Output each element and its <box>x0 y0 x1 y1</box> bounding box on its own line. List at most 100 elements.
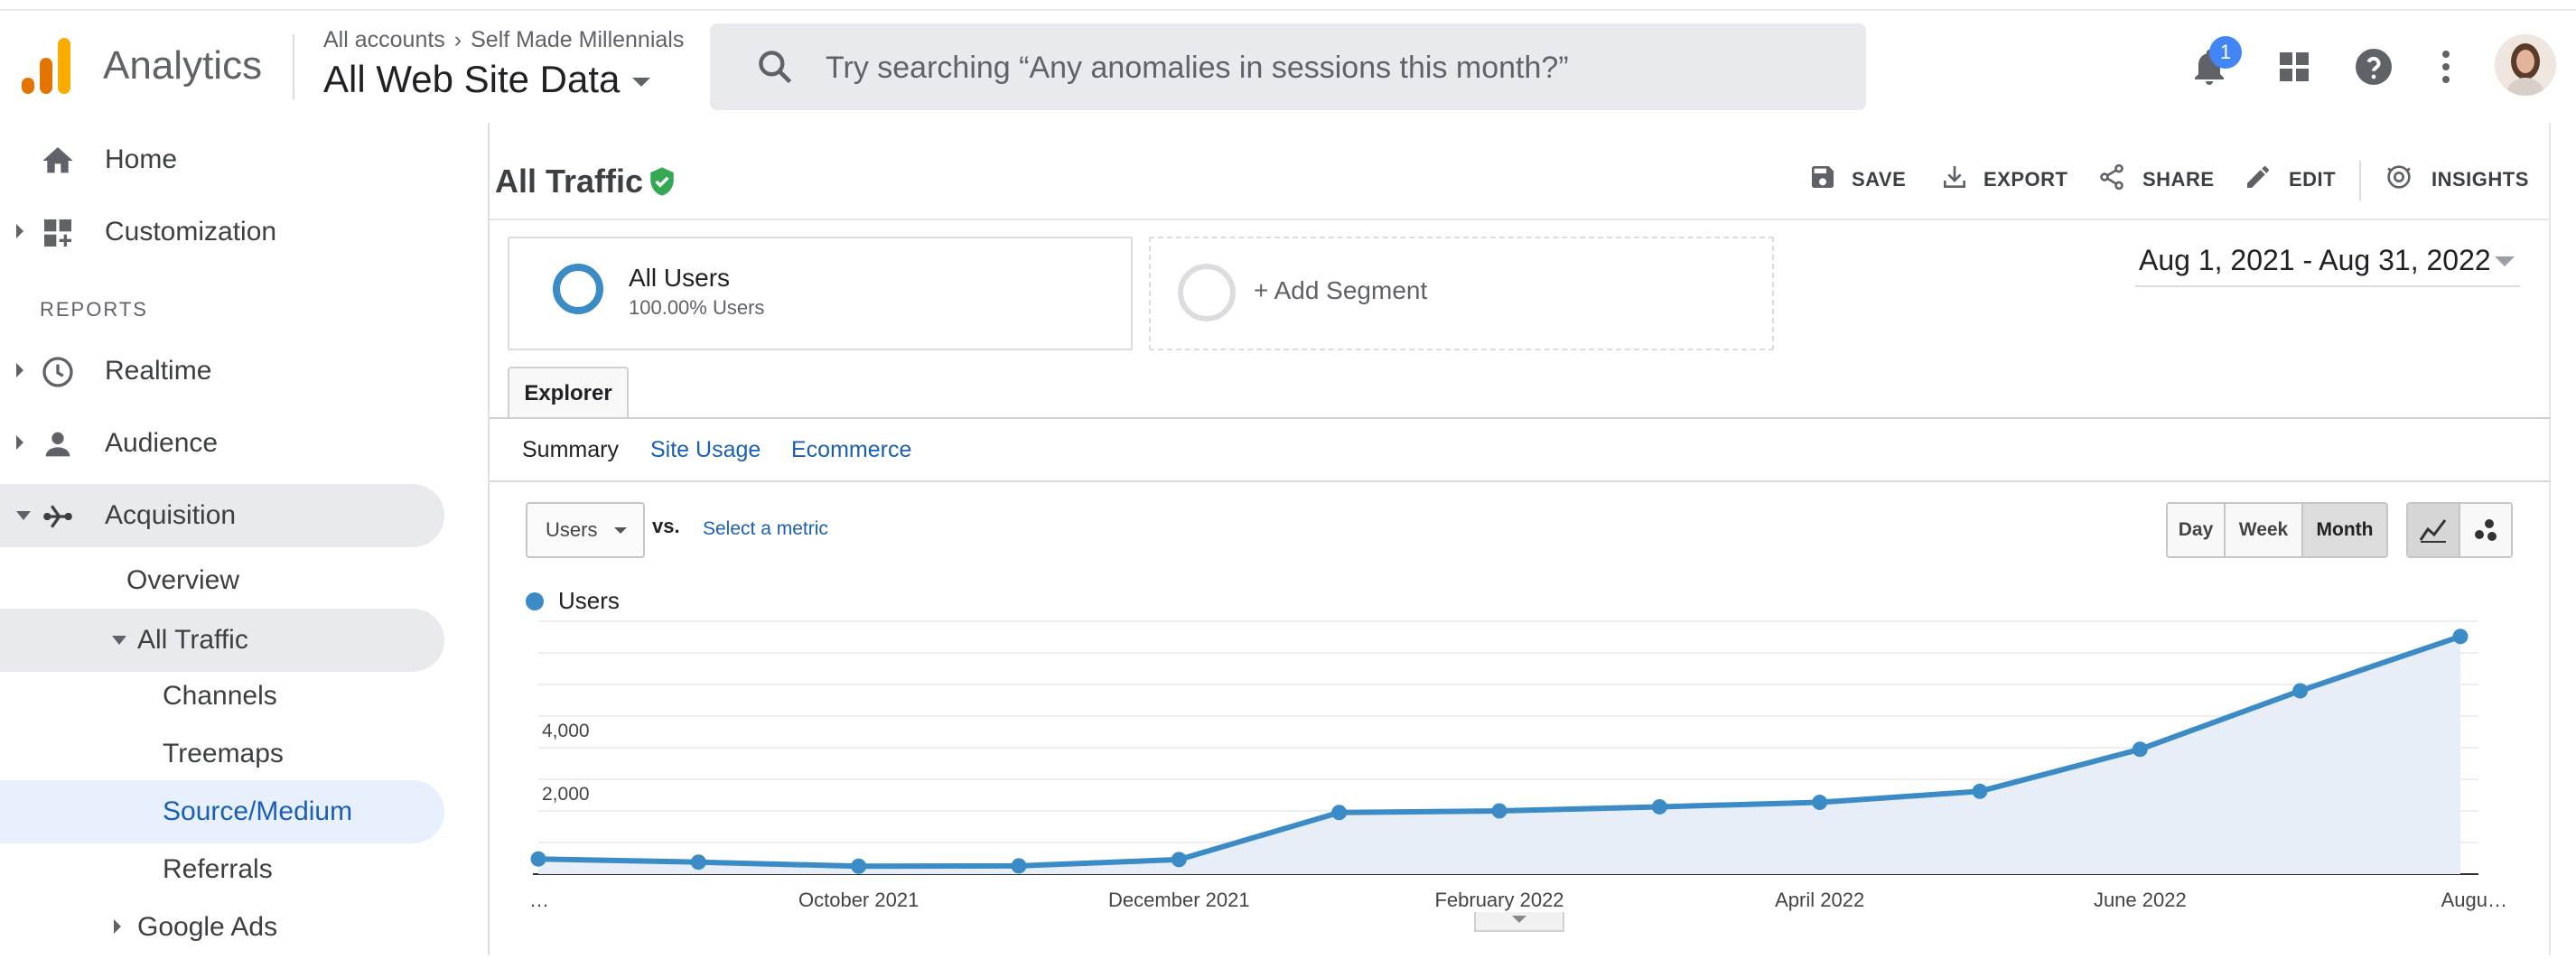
data-point <box>1812 795 1828 811</box>
sidebar-item-referrals[interactable]: Referrals <box>0 838 444 901</box>
sidebar-item-acquisition[interactable]: Acquisition <box>0 484 444 547</box>
sidebar-item-label: Treemaps <box>163 739 284 768</box>
breadcrumb[interactable]: All accounts › Self Made Millennials <box>323 27 684 53</box>
avatar[interactable] <box>2495 34 2556 96</box>
sidebar-item-channels[interactable]: Channels <box>0 665 444 728</box>
analytics-logo-icon[interactable] <box>22 36 72 96</box>
breadcrumb-property[interactable]: Self Made Millennials <box>471 27 685 52</box>
x-tick-label: … <box>529 889 549 911</box>
data-point <box>2452 628 2469 645</box>
export-button[interactable]: EXPORT <box>1940 166 2068 191</box>
export-label: EXPORT <box>1983 168 2068 191</box>
sidebar-item-home[interactable]: Home <box>0 128 444 191</box>
expand-arrow-icon <box>114 919 121 934</box>
month-button[interactable]: Month <box>2303 504 2386 556</box>
series-area <box>538 636 2460 874</box>
date-range-picker[interactable]: Aug 1, 2021 - Aug 31, 2022 <box>2135 244 2520 287</box>
data-point <box>1011 858 1027 874</box>
legend-label: Users <box>558 587 620 614</box>
avatar-image <box>2495 34 2556 96</box>
breadcrumb-account[interactable]: All accounts <box>323 27 445 52</box>
save-button[interactable]: SAVE <box>1808 166 1906 191</box>
edit-button[interactable]: EDIT <box>2244 166 2336 191</box>
caret-down-icon <box>614 527 627 534</box>
expand-arrow-icon <box>16 224 23 238</box>
share-button[interactable]: SHARE <box>2097 163 2215 191</box>
tabs-divider <box>490 417 2551 419</box>
sidebar-item-label: Channels <box>163 681 277 711</box>
help-icon[interactable] <box>2352 45 2395 88</box>
data-point <box>1491 803 1507 819</box>
segment-all-users[interactable]: All Users 100.00% Users <box>508 237 1133 350</box>
search-bar[interactable]: Try searching “Any anomalies in sessions… <box>710 23 1866 110</box>
subtabs-divider <box>490 480 2551 482</box>
data-point <box>690 854 706 871</box>
subtab-site-usage[interactable]: Site Usage <box>650 437 761 462</box>
sidebar-item-label: All Traffic <box>137 625 248 655</box>
sidebar-item-label: Audience <box>105 428 219 458</box>
sidebar-item-label: Overview <box>126 565 240 595</box>
select-metric-link[interactable]: Select a metric <box>703 518 828 539</box>
sidebar-item-label: Realtime <box>105 356 212 386</box>
data-point <box>2292 683 2309 699</box>
segment-ring-icon <box>553 264 603 314</box>
more-vert-icon[interactable] <box>2424 45 2468 88</box>
sidebar-item-label: Google Ads <box>137 912 278 942</box>
pencil-icon <box>2247 166 2269 188</box>
save-icon <box>1812 166 1834 188</box>
line-chart-icon <box>2419 519 2447 543</box>
top-strip <box>0 0 2576 11</box>
sidebar-item-overview[interactable]: Overview <box>0 549 444 612</box>
x-tick-label: December 2021 <box>1108 889 1250 911</box>
subtab-summary[interactable]: Summary <box>522 437 619 462</box>
acquisition-icon <box>43 505 72 528</box>
app-header: Analytics All accounts › Self Made Millenn… <box>0 11 2576 125</box>
add-segment-label: + Add Segment <box>1254 276 1428 304</box>
week-button[interactable]: Week <box>2226 504 2303 556</box>
data-point <box>1171 852 1187 868</box>
share-label: SHARE <box>2142 168 2215 191</box>
caret-down-icon <box>2495 256 2515 266</box>
add-segment-button[interactable]: + Add Segment <box>1149 237 1774 350</box>
day-button[interactable]: Day <box>2168 504 2226 556</box>
data-point <box>1651 798 1667 815</box>
sidebar-item-all-traffic[interactable]: All Traffic <box>0 609 444 672</box>
line-chart-button[interactable] <box>2408 504 2460 556</box>
x-tick-label: April 2022 <box>1775 889 1864 911</box>
insights-button[interactable]: INSIGHTS <box>2385 165 2529 191</box>
caret-down-icon <box>632 77 651 87</box>
sidebar-item-source-medium[interactable]: Source/Medium <box>0 780 444 843</box>
insights-icon <box>2387 165 2411 189</box>
header-separator <box>490 219 2551 220</box>
app-title: Analytics <box>103 43 263 88</box>
chart-expand-handle[interactable] <box>1474 912 1564 932</box>
collapse-arrow-icon <box>112 636 126 645</box>
chart-type-toggle <box>2406 502 2513 558</box>
apps-grid-icon[interactable] <box>2273 45 2316 88</box>
sidebar-item-realtime[interactable]: Realtime <box>0 340 444 403</box>
x-tick-label: February 2022 <box>1434 889 1563 911</box>
tab-explorer[interactable]: Explorer <box>508 367 629 419</box>
sidebar-item-treemaps[interactable]: Treemaps <box>0 722 444 786</box>
segment-share: 100.00% Users <box>629 296 765 319</box>
view-selector[interactable]: All Web Site Data <box>323 58 651 101</box>
sidebar-item-google-ads[interactable]: Google Ads <box>0 896 444 959</box>
metric-dropdown[interactable]: Users <box>526 502 645 558</box>
sidebar-item-audience[interactable]: Audience <box>0 412 444 475</box>
vs-label: vs. <box>652 515 680 537</box>
person-icon <box>45 432 70 457</box>
data-point <box>530 851 546 867</box>
sidebar-item-label: Acquisition <box>105 500 237 530</box>
notification-badge: 1 <box>2209 36 2242 69</box>
home-icon <box>42 147 73 173</box>
users-line-chart: 4,000 2,000 … October 2021 December 2021 Febr… <box>529 620 2507 911</box>
sidebar-item-customization[interactable]: Customization <box>0 200 444 264</box>
motion-chart-button[interactable] <box>2460 504 2511 556</box>
verified-shield-icon <box>650 167 674 196</box>
view-name: All Web Site Data <box>323 58 621 100</box>
subtab-ecommerce[interactable]: Ecommerce <box>791 437 912 462</box>
legend-swatch <box>526 592 544 610</box>
empty-segment-ring-icon <box>1178 264 1236 321</box>
report-border <box>2549 123 2551 955</box>
insights-label: INSIGHTS <box>2431 168 2529 191</box>
